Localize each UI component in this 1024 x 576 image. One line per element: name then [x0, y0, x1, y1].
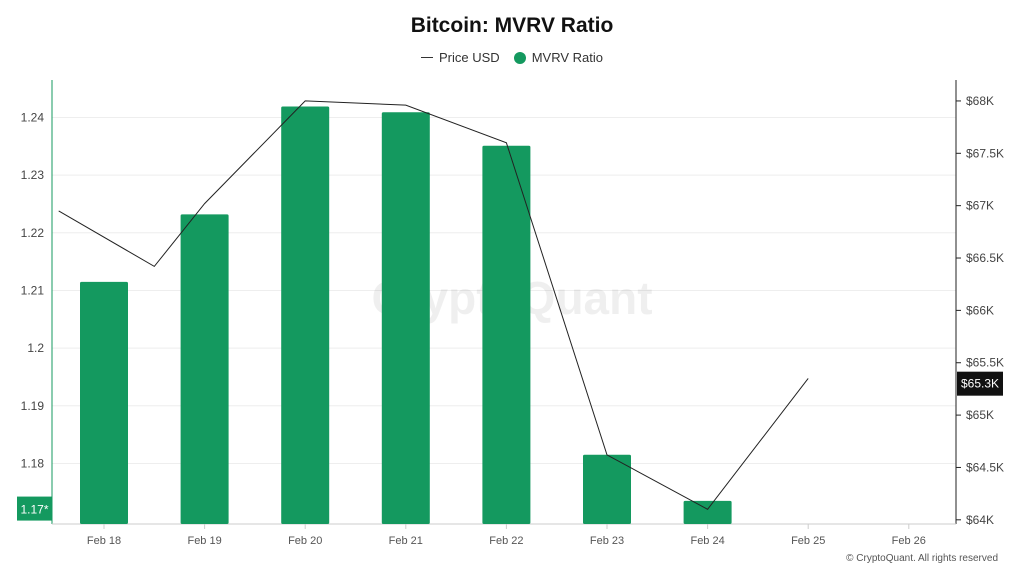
left-tick-label: 1.19: [21, 399, 45, 413]
left-tick-label: 1.18: [21, 456, 45, 470]
chart-title: Bitcoin: MVRV Ratio: [410, 14, 614, 37]
left-tick-label: 1.2: [27, 341, 44, 355]
chart-legend: Price USD MVRV Ratio: [0, 50, 1024, 65]
x-tick-label: Feb 20: [288, 535, 322, 547]
legend-label-price: Price USD: [439, 50, 500, 65]
mvrv-bar: [180, 214, 229, 524]
left-tick-label: 1.24: [21, 110, 45, 124]
x-tick-label: Feb 21: [389, 535, 423, 547]
right-tick-label: $66.5K: [966, 251, 1004, 265]
mvrv-bar: [683, 500, 732, 524]
x-tick-label: Feb 22: [489, 535, 523, 547]
x-tick-label: Feb 18: [87, 535, 121, 547]
left-tick-label: 1.21: [21, 283, 45, 297]
current-mvrv-label-bg: [17, 496, 52, 521]
x-tick-label: Feb 25: [791, 535, 825, 547]
price-line: [58, 100, 809, 510]
mvrv-bar: [583, 454, 631, 524]
mvrv-bar: [80, 281, 128, 524]
left-tick-label: 1.23: [21, 168, 45, 182]
right-tick-label: $68K: [966, 94, 994, 108]
legend-item-price[interactable]: Price USD: [421, 50, 500, 65]
mvrv-bar: [381, 112, 430, 525]
right-tick-label: $64K: [966, 513, 994, 527]
right-tick-label: $67K: [966, 199, 994, 213]
right-tick-label: $64.5K: [966, 460, 1004, 474]
current-price-label: $65.3K: [961, 377, 999, 391]
mvrv-bar: [482, 145, 531, 525]
right-tick-label: $67.5K: [966, 146, 1004, 160]
copyright-text: © CryptoQuant. All rights reserved: [846, 553, 998, 564]
right-tick-label: $65.5K: [966, 356, 1004, 370]
x-tick-label: Feb 26: [892, 535, 926, 547]
left-tick-label: 1.22: [21, 226, 45, 240]
legend-item-mvrv[interactable]: MVRV Ratio: [513, 50, 603, 65]
x-tick-label: Feb 24: [690, 535, 724, 547]
x-tick-label: Feb 23: [590, 535, 624, 547]
mvrv-bar: [281, 106, 330, 525]
x-tick-label: Feb 19: [187, 535, 221, 547]
legend-line-swatch: [421, 57, 433, 58]
current-price-label-bg: [957, 371, 1003, 396]
right-tick-label: $65K: [966, 408, 994, 422]
right-tick-label: $66K: [966, 303, 994, 317]
legend-label-mvrv: MVRV Ratio: [531, 50, 603, 65]
legend-dot-swatch: [513, 51, 526, 64]
current-mvrv-label: 1.17*: [20, 503, 48, 517]
